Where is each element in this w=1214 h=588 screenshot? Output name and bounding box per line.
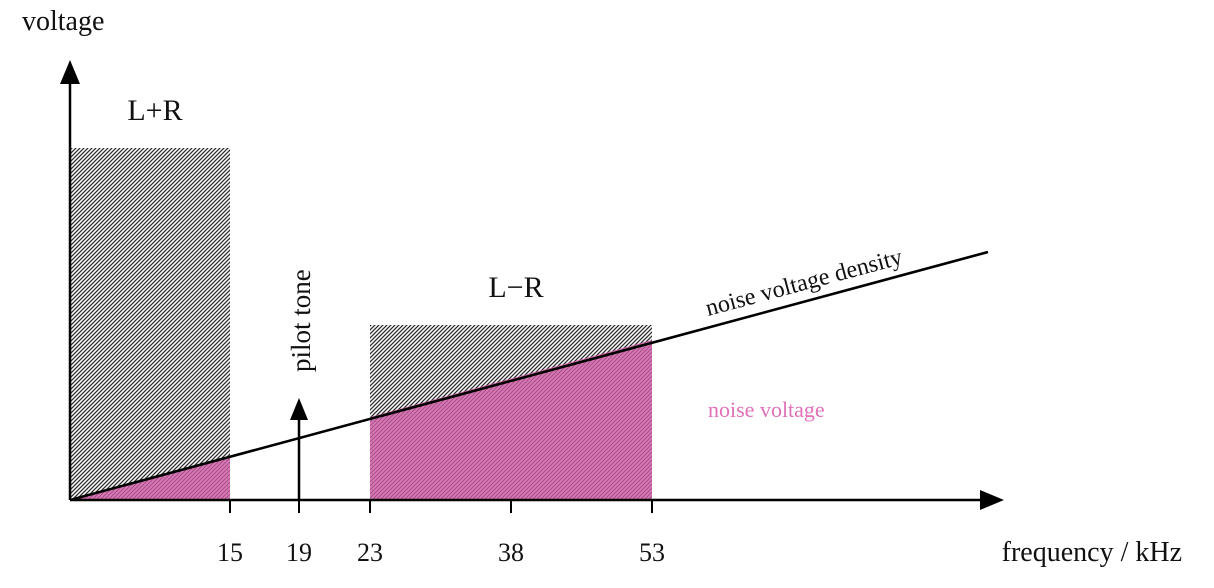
tick-label: 23	[357, 538, 383, 567]
pilot-tone-label: pilot tone	[286, 269, 316, 372]
y-axis-arrow-icon	[60, 60, 80, 84]
noise-density-line	[69, 250, 989, 502]
tick-label: 19	[286, 538, 312, 567]
x-ticks	[229, 500, 653, 513]
l-minus-r-label: L−R	[488, 271, 543, 304]
x-axis-arrow-icon	[980, 490, 1004, 510]
noise-voltage-label: noise voltage	[708, 397, 825, 422]
tick-label: 53	[639, 538, 665, 567]
l-plus-r-band	[70, 148, 230, 500]
tick-label: 15	[217, 538, 243, 567]
l-plus-r-label: L+R	[127, 94, 182, 127]
l-minus-r-noise-region	[370, 340, 652, 500]
y-axis-label: voltage	[22, 6, 104, 37]
pilot-arrow-head-icon	[290, 398, 308, 420]
x-axis-label: frequency / kHz	[1002, 537, 1182, 568]
tick-label: 38	[498, 538, 524, 567]
